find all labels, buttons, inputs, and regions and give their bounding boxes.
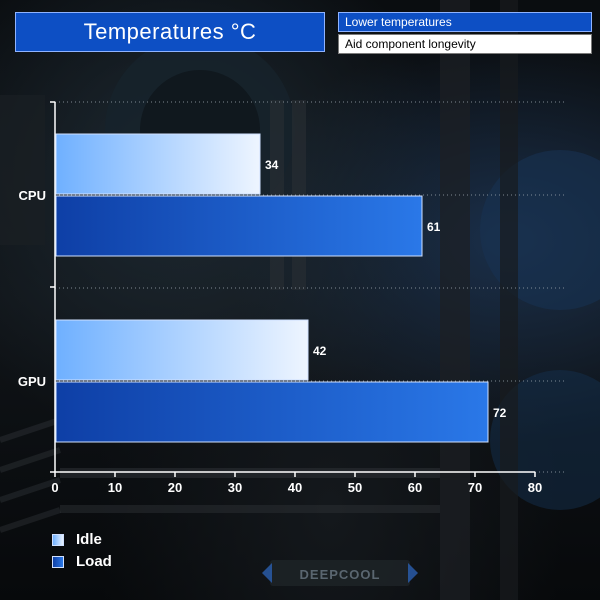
data-label-cpu-load: 61 (427, 220, 441, 234)
note-component-longevity: Aid component longevity (338, 34, 592, 54)
x-tick-label: 30 (228, 480, 242, 495)
category-label-gpu: GPU (18, 374, 46, 389)
bar-cpu-idle (55, 133, 261, 195)
x-tick-label: 60 (408, 480, 422, 495)
legend-swatch-idle (52, 533, 64, 546)
note-lower-temperatures: Lower temperatures (338, 12, 592, 32)
legend-swatch-load (52, 555, 64, 568)
legend-label-idle: Idle (76, 531, 102, 548)
data-label-cpu-idle: 34 (265, 158, 279, 172)
x-tick-label: 70 (468, 480, 482, 495)
x-tick-label: 0 (51, 480, 58, 495)
x-tick-label: 10 (108, 480, 122, 495)
category-label-cpu: CPU (19, 188, 46, 203)
chart-title: Temperatures °C (15, 12, 325, 52)
legend-item-load: Load (52, 553, 112, 570)
legend-item-idle: Idle (52, 531, 102, 548)
bar-gpu-load (55, 381, 489, 443)
legend-label-load: Load (76, 553, 112, 570)
bar-cpu-load (55, 195, 423, 257)
bar-gpu-idle (55, 319, 309, 381)
data-label-gpu-idle: 42 (313, 344, 327, 358)
x-tick-label: 80 (528, 480, 542, 495)
deepcool-logo-text: DEEPCOOL (300, 567, 381, 582)
x-tick-label: 20 (168, 480, 182, 495)
data-label-gpu-load: 72 (493, 406, 507, 420)
x-tick-label: 40 (288, 480, 302, 495)
x-tick-label: 50 (348, 480, 362, 495)
